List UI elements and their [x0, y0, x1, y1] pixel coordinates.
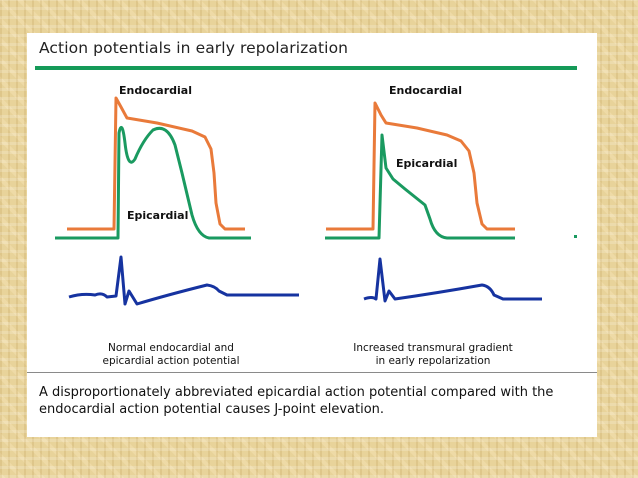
right-caption-line1: Increased transmural gradient — [353, 342, 513, 354]
right-ecg-trace — [363, 257, 542, 303]
left-caption-line1: Normal endocardial and — [108, 342, 234, 354]
left-ecg-trace — [68, 255, 299, 306]
right-epicardial-trace — [325, 133, 515, 240]
right-caption-line2: in early repolarization — [375, 355, 491, 367]
left-caption-line2: epicardial action potential — [102, 355, 240, 367]
left-endocardial-trace — [67, 96, 245, 231]
left-caption: Normal endocardial and epicardial action… — [71, 342, 271, 368]
action-potential-diagram — [55, 96, 577, 306]
left-endocardial-label: Endocardial — [119, 84, 192, 97]
right-endocardial-label: Endocardial — [389, 84, 462, 97]
figure-panel: Action potentials in early repolarizatio… — [27, 33, 597, 437]
caption-divider — [27, 372, 597, 373]
right-epicardial-label: Epicardial — [396, 157, 458, 170]
left-epicardial-trace — [55, 125, 251, 240]
title-divider — [35, 66, 577, 70]
right-caption: Increased transmural gradient in early r… — [333, 342, 533, 368]
figure-description: A disproportionately abbreviated epicard… — [39, 385, 554, 417]
right-endocardial-trace — [326, 101, 515, 231]
figure-title: Action potentials in early repolarizatio… — [39, 39, 349, 57]
left-epicardial-label: Epicardial — [127, 209, 189, 222]
right-edge-tick — [574, 235, 577, 238]
